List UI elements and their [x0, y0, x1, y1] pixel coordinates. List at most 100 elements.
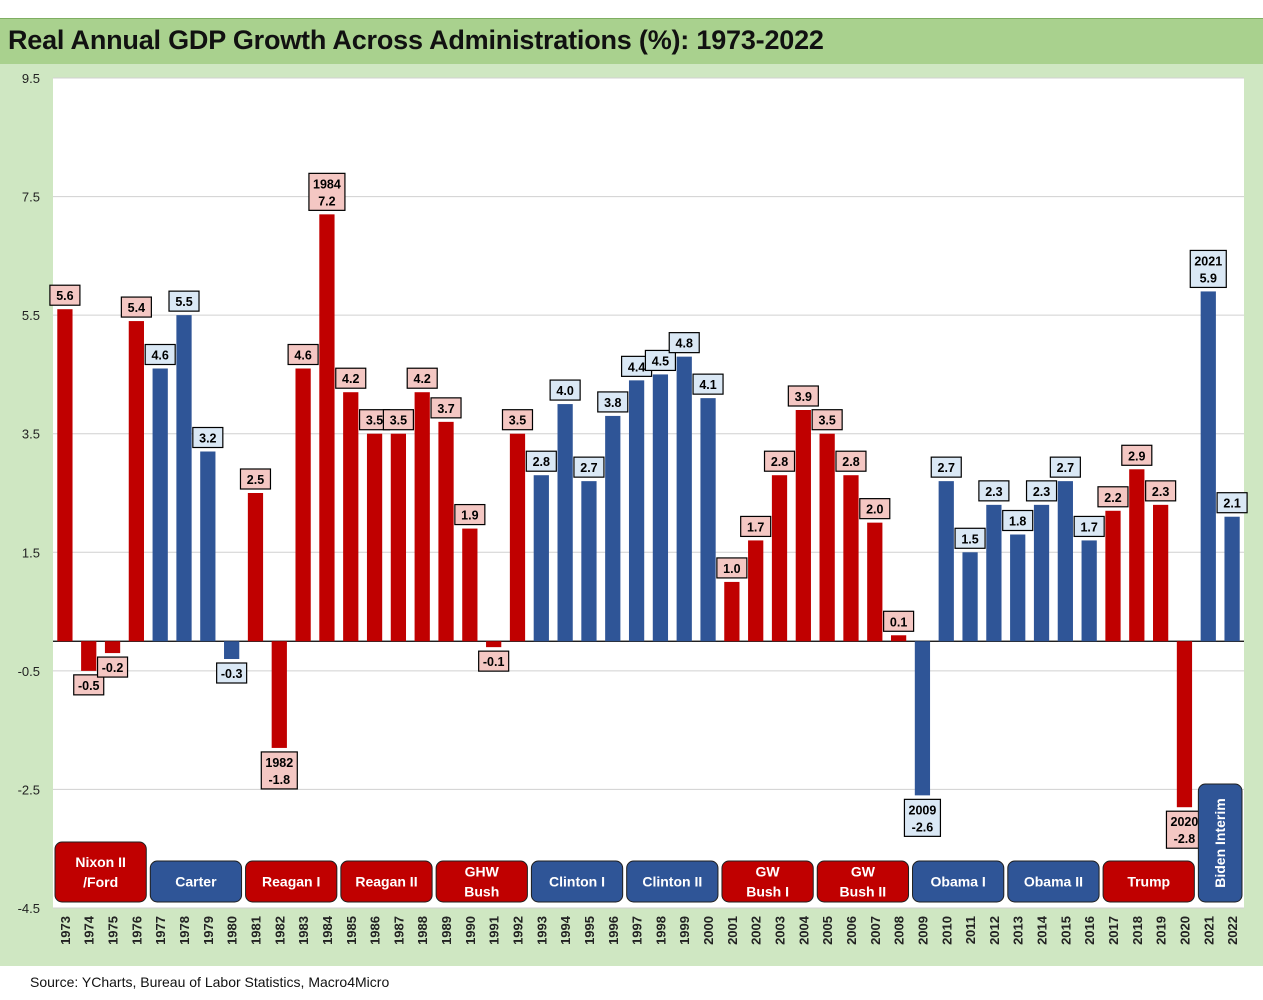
bar-2021 — [1200, 291, 1216, 642]
value-label: 3.2 — [192, 426, 224, 449]
x-tick-label: 1979 — [201, 916, 216, 945]
bar-2009 — [914, 641, 931, 796]
admin-box-ghw-bush: GHW Bush — [435, 860, 528, 903]
value-label: 2.0 — [859, 498, 891, 520]
bar-1982 — [271, 641, 287, 748]
value-label-year: 2009 — [909, 803, 937, 817]
value-label-text: -1.8 — [269, 773, 291, 787]
value-label-text: 1.0 — [723, 562, 740, 576]
value-label: 4.2 — [335, 367, 367, 389]
x-tick-label: 2001 — [725, 916, 740, 945]
value-label: 4.1 — [692, 373, 724, 395]
admin-box — [912, 860, 1005, 903]
bar-1973 — [57, 309, 73, 642]
bar-1995 — [581, 481, 597, 642]
x-tick-label: 2017 — [1106, 916, 1121, 945]
value-label: 4.8 — [668, 332, 700, 354]
admin-label: Biden Interim — [1212, 798, 1228, 887]
value-label: 2021 5.9 — [1189, 249, 1227, 289]
value-label-text: 4.4 — [628, 360, 645, 374]
value-label-text: 2.1 — [1223, 497, 1240, 511]
bar-1978 — [176, 315, 192, 642]
bar-2022 — [1224, 516, 1240, 642]
value-label-box — [216, 662, 248, 684]
value-label-text: 7.2 — [318, 194, 335, 208]
bar-1983 — [295, 368, 311, 642]
admin-label: GW — [851, 864, 876, 880]
admin-label: Clinton II — [642, 874, 702, 890]
x-tick-label: 1996 — [606, 916, 621, 945]
x-tick-label: 2007 — [868, 916, 883, 945]
admin-box-obama-i: Obama I — [912, 860, 1005, 903]
value-label-box — [549, 379, 581, 401]
x-tick-label: 1986 — [368, 916, 383, 945]
value-label-text: 4.0 — [556, 384, 573, 398]
admin-box-biden-interim: Biden Interim — [1197, 783, 1243, 903]
x-tick-label: 1985 — [344, 916, 359, 945]
x-tick-label: 1980 — [225, 916, 240, 945]
bar-2001 — [724, 581, 740, 642]
bar-1999 — [676, 356, 692, 642]
x-tick-label: 2018 — [1130, 916, 1145, 945]
x-tick-label: 2005 — [820, 916, 835, 945]
bar-2000 — [700, 398, 716, 642]
value-label: -0.2 — [96, 656, 129, 678]
value-label-box — [454, 503, 486, 526]
value-label-box — [1121, 444, 1153, 466]
bar-1998 — [652, 374, 669, 642]
bar-2011 — [962, 552, 978, 642]
bar-2013 — [1010, 534, 1026, 642]
bar-1976 — [128, 321, 144, 642]
value-label: 2.3 — [1025, 480, 1058, 502]
x-tick-label: 1978 — [177, 916, 192, 945]
admin-box — [721, 860, 814, 903]
value-label-text: 2.2 — [1104, 491, 1121, 505]
bar-1993 — [533, 475, 549, 642]
x-tick-label: 2015 — [1058, 916, 1073, 945]
admin-box — [530, 860, 624, 903]
value-label: 2.8 — [835, 450, 867, 472]
x-tick-label: 2020 — [1177, 916, 1192, 945]
y-tick-label: -4.5 — [18, 901, 40, 916]
bar-2012 — [986, 504, 1002, 642]
value-label-year: 1982 — [265, 756, 293, 770]
value-label: 3.5 — [811, 409, 843, 431]
source-note: Source: YCharts, Bureau of Labor Statist… — [30, 974, 390, 990]
x-tick-label: 2003 — [773, 916, 788, 945]
value-label-text: -0.2 — [102, 661, 124, 675]
value-label-text: 4.5 — [652, 354, 669, 368]
x-tick-label: 2002 — [749, 916, 764, 945]
bar-1980 — [224, 641, 240, 659]
x-tick-label: 1983 — [296, 916, 311, 945]
x-tick-label: 2016 — [1082, 916, 1097, 945]
value-label-box — [1025, 480, 1058, 502]
title-bar: Real Annual GDP Growth Across Administra… — [0, 18, 1263, 65]
x-tick-label: 1973 — [58, 916, 73, 945]
value-label-text: -0.5 — [78, 679, 100, 693]
value-label-text: 3.5 — [509, 414, 526, 428]
admin-box-gw-bush-ii: GW Bush II — [816, 860, 910, 903]
x-tick-label: 1997 — [630, 916, 645, 945]
value-label: 3.5 — [358, 409, 391, 431]
x-tick-label: 2019 — [1154, 916, 1169, 945]
value-label-text: 1.7 — [1080, 520, 1097, 534]
x-tick-label: 1981 — [248, 916, 263, 945]
bar-1997 — [628, 380, 645, 642]
bar-1986 — [366, 433, 383, 642]
bar-1975 — [104, 641, 121, 654]
value-label-box — [716, 557, 748, 579]
value-label-box — [859, 498, 891, 520]
bar-1987 — [390, 433, 407, 642]
value-label-box — [835, 450, 867, 472]
value-label-box — [978, 480, 1010, 502]
value-label: 3.7 — [430, 397, 462, 419]
value-label-box — [335, 367, 367, 389]
value-label-text: 3.5 — [818, 414, 835, 428]
value-label-text: 2.9 — [1128, 449, 1145, 463]
value-label: 1.5 — [954, 527, 986, 549]
admin-box-gw-bush-i: GW Bush I — [721, 860, 814, 903]
value-label-text: 2.7 — [580, 461, 597, 475]
value-label-box — [120, 296, 152, 318]
x-tick-label: 1984 — [320, 915, 335, 945]
